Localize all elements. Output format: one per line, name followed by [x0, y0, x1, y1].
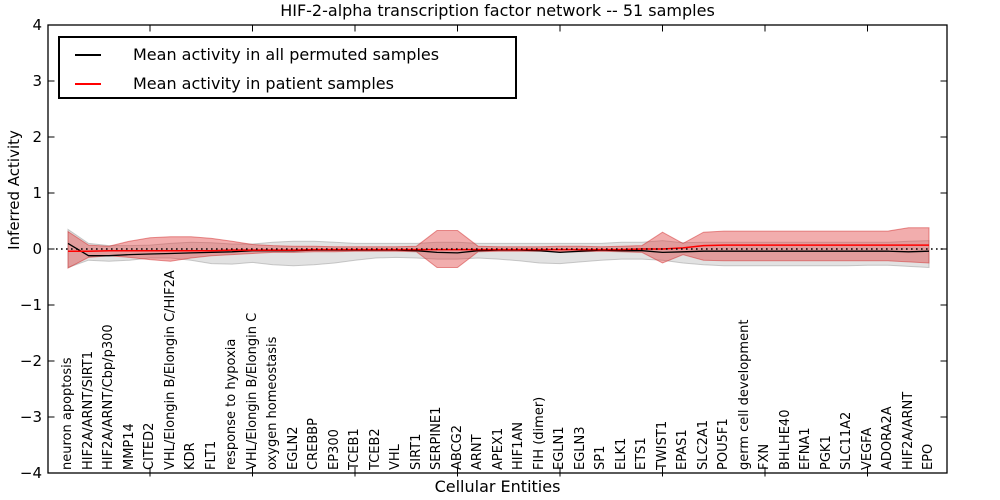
x-category-label: SLC11A2 — [839, 411, 854, 470]
patient-range-band — [67, 227, 930, 269]
x-category-label: BHLHE40 — [777, 409, 793, 470]
x-category-label: FLT1 — [203, 440, 219, 470]
x-category-label: ADORA2A — [880, 406, 895, 470]
x-category-label: APEX1 — [490, 427, 506, 470]
x-category-label: POU5F1 — [716, 418, 731, 470]
axes-border — [47, 24, 948, 474]
x-category-label: HIF2A/ARNT — [900, 391, 916, 470]
x-category-label: SIRT1 — [408, 433, 424, 470]
legend-entry-permuted: Mean activity in all permuted samples — [60, 40, 515, 69]
x-category-label: neuron apoptosis — [60, 357, 75, 471]
x-category-label: FIH (dimer) — [531, 396, 547, 470]
y-tick-label: 2 — [32, 128, 42, 146]
x-category-label: EGLN3 — [572, 426, 588, 470]
x-category-label: EGLN2 — [285, 426, 301, 470]
x-category-label: ARNT — [470, 434, 485, 470]
y-tick-label: 1 — [32, 184, 42, 202]
x-category-label: CREBBP — [306, 418, 321, 470]
x-category-label: FXN — [757, 443, 772, 470]
x-category-label: VHL/Elongin B/Elongin C — [244, 312, 260, 470]
x-category-label: EGLN1 — [552, 426, 567, 470]
x-category-label: VHL/Elongin B/Elongin C/HIF2A — [162, 270, 178, 470]
y-tick-label: −1 — [19, 296, 42, 314]
x-category-label: TWIST1 — [654, 420, 670, 470]
legend-label-permuted: Mean activity in all permuted samples — [133, 45, 440, 64]
x-category-label: VEGFA — [859, 427, 875, 470]
x-category-label: PGK1 — [818, 435, 834, 470]
x-category-label: CITED2 — [142, 422, 157, 470]
chart-title: HIF-2-alpha transcription factor network… — [280, 1, 715, 20]
x-category-label: SERPINE1 — [429, 406, 444, 470]
legend-label-patient: Mean activity in patient samples — [133, 74, 394, 93]
x-category-label: TCEB1 — [347, 428, 362, 470]
x-category-label: MMP14 — [121, 423, 137, 470]
x-category-label: TCEB2 — [367, 428, 383, 470]
x-category-label: ETS1 — [634, 437, 649, 470]
x-category-label: ELK1 — [613, 437, 629, 470]
legend-entry-patient: Mean activity in patient samples — [60, 69, 515, 98]
y-tick-label: −4 — [19, 464, 42, 482]
x-category-label: SP1 — [593, 445, 608, 470]
x-category-label: ABCG2 — [449, 424, 465, 470]
y-tick-label: 3 — [32, 72, 42, 90]
x-category-label: KDR — [183, 442, 198, 470]
x-category-label: HIF2A/ARNT/Cbp/p300 — [101, 324, 116, 470]
patient-mean-line — [68, 244, 929, 252]
x-category-label: VHL — [388, 444, 403, 470]
y-tick-label: 0 — [32, 240, 42, 258]
x-category-label: HIF2A/ARNT/SIRT1 — [80, 351, 96, 470]
x-category-label: EP300 — [326, 429, 342, 470]
x-category-label: oxygen homeostasis — [265, 336, 280, 470]
x-category-label: EPAS1 — [675, 429, 690, 470]
x-category-label: germ cell development — [736, 319, 752, 470]
x-category-label: SLC2A1 — [695, 419, 711, 470]
y-tick-label: −2 — [19, 352, 42, 370]
x-category-label: response to hypoxia — [224, 338, 239, 470]
x-category-label: EFNA1 — [798, 427, 813, 470]
permuted-range-band — [67, 228, 930, 269]
y-tick-label: 4 — [32, 16, 42, 34]
x-axis-label: Cellular Entities — [434, 477, 561, 496]
x-category-label: EPO — [921, 443, 936, 470]
x-category-label: HIF1AN — [511, 422, 526, 470]
legend: Mean activity in all permuted samples Me… — [58, 36, 517, 99]
patient-line-swatch — [75, 82, 101, 85]
permuted-line-swatch — [75, 53, 101, 56]
y-tick-label: −3 — [19, 408, 42, 426]
